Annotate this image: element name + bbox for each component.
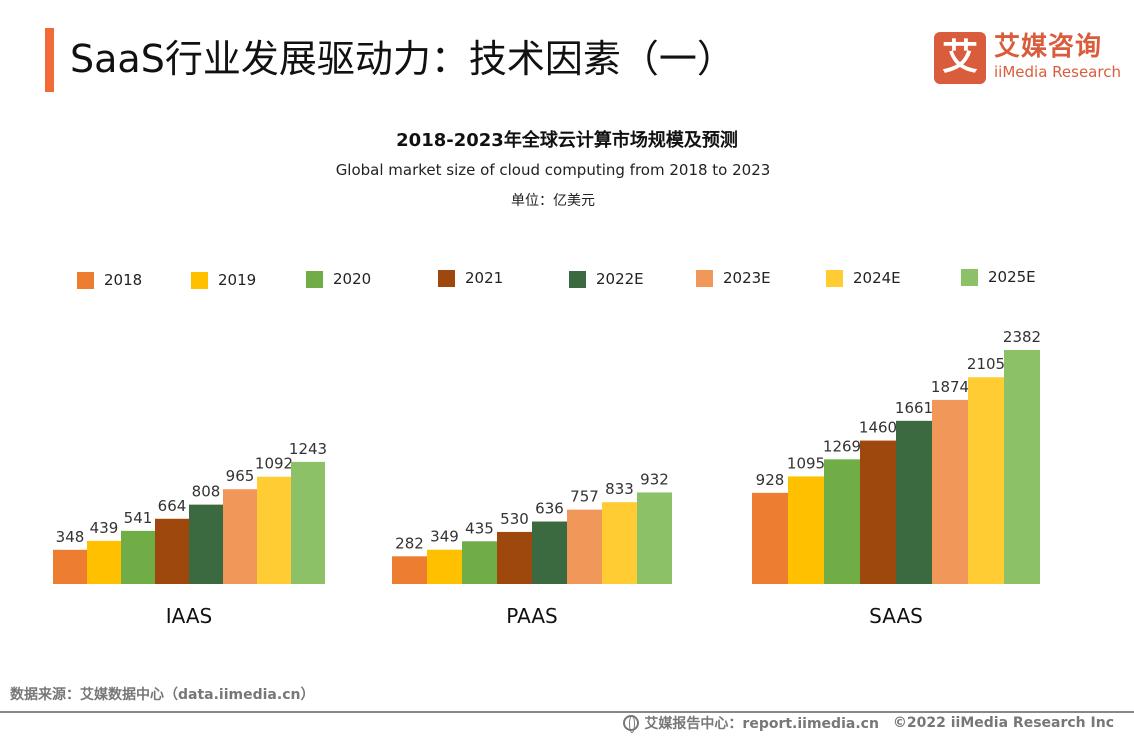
legend-label: 2018 (104, 271, 143, 289)
legend-swatch (191, 271, 208, 289)
bar-value-label: 349 (430, 528, 459, 546)
legend-label: 2021 (465, 269, 504, 287)
bar-paas-2021 (497, 531, 532, 584)
logo-name-en: iiMedia Research (994, 63, 1121, 81)
bar-value-label: 1243 (289, 440, 327, 458)
bar-saas-2023e (932, 399, 968, 584)
bar-iaas-2024e (257, 476, 291, 584)
bar-iaas-2018 (53, 549, 87, 584)
bar-saas-2022e (896, 420, 932, 584)
legend-swatch (306, 270, 323, 288)
legend-swatch (438, 269, 455, 287)
bar-value-label: 1092 (255, 455, 293, 473)
bar-saas-2025e (1004, 350, 1040, 584)
bar-iaas-2019 (87, 540, 121, 584)
footer-divider (0, 711, 1134, 713)
bar-saas-2020 (824, 459, 860, 584)
bar-saas-2019 (788, 476, 824, 584)
bar-value-label: 1661 (895, 399, 933, 417)
bar-paas-2022e (532, 521, 567, 584)
bar-value-label: 1095 (787, 454, 825, 472)
bar-iaas-2021 (155, 518, 189, 584)
legend-item-2022e: 2022E (569, 269, 644, 289)
data-source: 数据来源：艾媒数据中心（data.iimedia.cn） (10, 687, 315, 703)
legend-swatch (961, 268, 978, 286)
bar-value-label: 541 (124, 509, 153, 527)
bar-paas-2024e (602, 502, 637, 584)
bar-iaas-2025e (291, 461, 325, 584)
legend-label: 2023E (723, 269, 771, 287)
legend-label: 2020 (333, 270, 372, 288)
legend-label: 2025E (988, 268, 1036, 286)
legend-item-2021: 2021 (438, 268, 503, 288)
bar-saas-2024e (968, 377, 1004, 584)
bar-paas-2019 (427, 549, 462, 584)
globe-icon (623, 715, 640, 733)
legend-item-2023e: 2023E (696, 268, 771, 288)
legend-item-2025e: 2025E (961, 267, 1036, 287)
page-title: SaaS行业发展驱动力：技术因素（一） (70, 37, 735, 81)
bar-value-label: 833 (605, 480, 634, 498)
bar-iaas-2022e (189, 504, 223, 584)
bar-saas-2021 (860, 440, 896, 584)
bar-value-label: 282 (395, 534, 424, 552)
bar-value-label: 928 (756, 471, 785, 489)
legend-swatch (77, 271, 94, 289)
bar-value-label: 439 (90, 519, 119, 537)
legend-swatch (569, 270, 586, 288)
logo-name-cn: 艾媒咨询 (994, 32, 1103, 62)
legend-label: 2019 (218, 271, 257, 289)
legend-swatch (826, 269, 843, 287)
report-center-link[interactable]: 艾媒报告中心：report.iimedia.cn (644, 716, 879, 732)
bar-value-label: 2105 (967, 355, 1005, 373)
bar-paas-2018 (392, 556, 427, 584)
bar-value-label: 664 (158, 497, 187, 515)
bar-value-label: 530 (500, 510, 529, 528)
bar-saas-2018 (752, 492, 788, 584)
category-label-paas: PAAS (506, 604, 557, 628)
chart-title: 2018-2023年全球云计算市场规模及预测 (396, 130, 738, 151)
bar-value-label: 348 (56, 528, 85, 546)
legend-item-2024e: 2024E (826, 268, 901, 288)
copyright: ©2022 iiMedia Research Inc (892, 715, 1114, 731)
legend-label: 2024E (853, 269, 901, 287)
bar-value-label: 2382 (1003, 328, 1041, 346)
bar-value-label: 757 (570, 488, 599, 506)
chart-unit: 单位：亿美元 (511, 193, 595, 209)
bar-value-label: 932 (640, 470, 669, 488)
title-accent-bar (45, 28, 54, 92)
bar-value-label: 1460 (859, 419, 897, 437)
bar-iaas-2023e (223, 489, 257, 584)
footer-info: 艾媒报告中心：report.iimedia.cn ©2022 iiMedia R… (623, 713, 1114, 733)
bar-paas-2023e (567, 509, 602, 584)
bar-value-label: 808 (192, 483, 221, 501)
bar-paas-2020 (462, 541, 497, 584)
bar-value-label: 636 (535, 500, 564, 518)
legend-item-2020: 2020 (306, 269, 371, 289)
legend-label: 2022E (596, 270, 644, 288)
bar-paas-2025e (637, 492, 672, 584)
logo-mark-icon: 艾 (934, 32, 986, 84)
bar-value-label: 965 (226, 467, 255, 485)
category-label-saas: SAAS (869, 604, 923, 628)
bar-value-label: 435 (465, 519, 494, 537)
legend-item-2018: 2018 (77, 270, 142, 290)
bar-value-label: 1269 (823, 437, 861, 455)
legend-item-2019: 2019 (191, 270, 256, 290)
category-label-iaas: IAAS (166, 604, 213, 628)
bar-value-label: 1874 (931, 378, 969, 396)
legend-swatch (696, 269, 713, 287)
bar-iaas-2020 (121, 530, 155, 584)
iimedia-logo: 艾 艾媒咨询 iiMedia Research (934, 32, 1134, 84)
chart-subtitle: Global market size of cloud computing fr… (335, 161, 771, 179)
